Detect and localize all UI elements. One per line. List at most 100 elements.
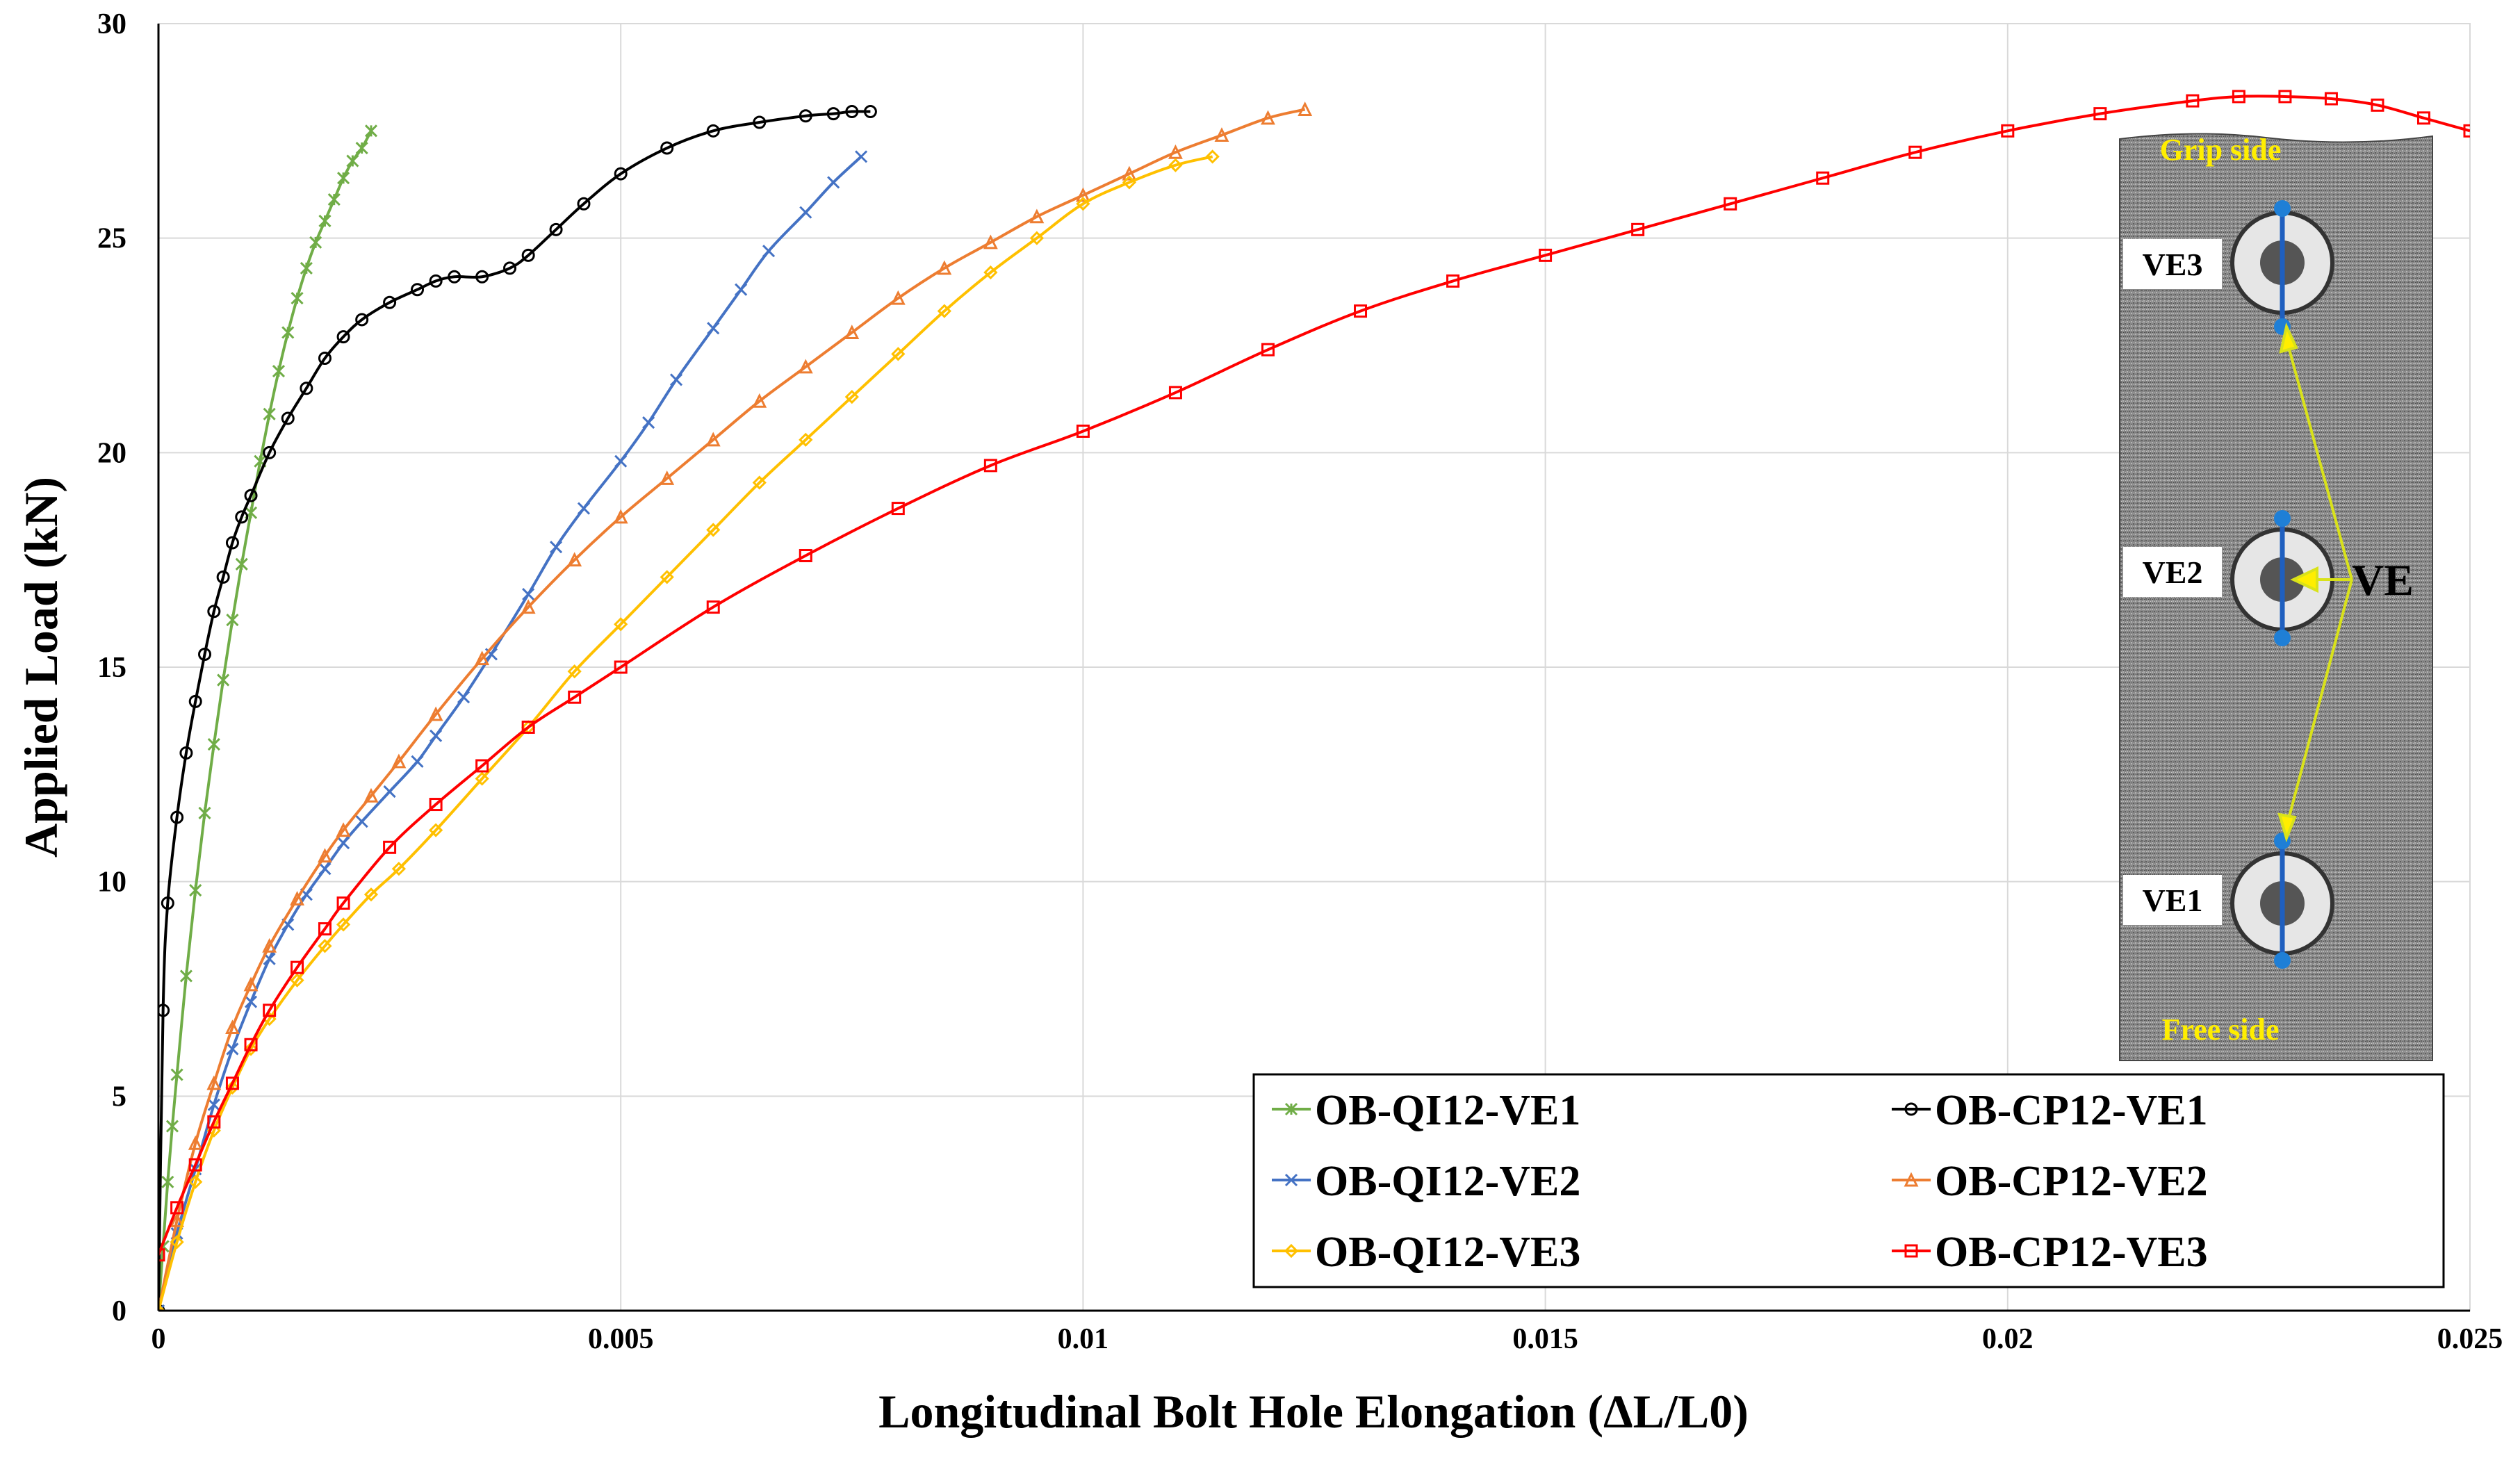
data-point xyxy=(863,105,877,119)
data-point xyxy=(225,1076,239,1090)
legend-marker xyxy=(1904,1244,1918,1258)
data-point xyxy=(1446,274,1460,288)
data-point xyxy=(642,416,655,429)
data-point xyxy=(1724,197,1737,211)
data-point xyxy=(448,270,461,284)
series-ob-qi12-ve1 xyxy=(158,124,378,1311)
data-point xyxy=(243,1042,259,1056)
data-point xyxy=(706,600,720,614)
data-point xyxy=(1298,101,1313,116)
data-point xyxy=(363,787,379,803)
data-point xyxy=(318,848,332,863)
data-point xyxy=(291,292,304,305)
data-point xyxy=(225,1080,240,1095)
legend-label: OB-QI12-VE2 xyxy=(1315,1158,1580,1205)
data-point xyxy=(567,552,582,567)
data-point xyxy=(198,647,212,661)
data-point xyxy=(429,798,443,812)
data-point xyxy=(844,325,860,339)
data-point xyxy=(429,274,443,288)
legend-item: OB-QI12-VE3 xyxy=(1272,1229,1580,1276)
data-point xyxy=(188,1174,203,1189)
data-point xyxy=(263,407,276,420)
data-point xyxy=(1205,149,1220,164)
data-point xyxy=(521,599,536,614)
data-point xyxy=(826,107,840,121)
data-point xyxy=(614,454,628,468)
inset-grip-label: Grip side xyxy=(2160,133,2282,167)
legend-box xyxy=(1252,1073,2445,1288)
data-point xyxy=(937,304,951,318)
data-point xyxy=(1122,175,1137,190)
y-tick-label: 15 xyxy=(97,652,126,684)
data-point xyxy=(753,115,767,129)
data-point xyxy=(198,806,211,819)
x-tick-label: 0.01 xyxy=(1058,1323,1109,1355)
data-point xyxy=(170,1213,185,1227)
data-point xyxy=(1214,127,1229,142)
data-point xyxy=(206,1075,222,1090)
y-tick-labels: 0 5 10 15 20 25 30 xyxy=(97,8,126,1327)
data-point xyxy=(1631,222,1645,236)
data-point xyxy=(2001,124,2015,138)
legend-item: OB-QI12-VE1 xyxy=(1272,1087,1580,1134)
data-point xyxy=(281,326,295,339)
data-point xyxy=(521,720,535,734)
data-point xyxy=(706,523,721,537)
data-point xyxy=(577,502,591,515)
data-point xyxy=(336,896,350,910)
data-point xyxy=(707,322,720,335)
data-point xyxy=(706,124,720,138)
data-point xyxy=(363,887,379,902)
legend-marker xyxy=(1904,1102,1918,1116)
legend-marker xyxy=(1284,1243,1299,1259)
series-ob-cp12-ve2 xyxy=(158,101,1313,1311)
data-point xyxy=(244,1038,258,1051)
data-point xyxy=(475,270,489,284)
data-point xyxy=(272,364,286,378)
data-point xyxy=(290,891,304,906)
data-point xyxy=(244,489,258,502)
data-point xyxy=(568,690,582,704)
legend-marker xyxy=(1284,1173,1298,1187)
data-point xyxy=(762,245,776,258)
data-point xyxy=(475,771,489,786)
data-point xyxy=(411,755,424,768)
y-tick-label: 5 xyxy=(112,1081,126,1113)
data-point xyxy=(1076,197,1090,211)
data-point xyxy=(281,411,295,425)
data-point xyxy=(2278,90,2292,104)
data-point xyxy=(161,1175,174,1188)
data-point xyxy=(355,815,368,828)
data-point xyxy=(327,193,341,206)
data-point xyxy=(937,260,952,275)
legend-label: OB-QI12-VE1 xyxy=(1315,1087,1580,1134)
data-point xyxy=(411,283,425,297)
inset-ve-label: VE xyxy=(2352,555,2414,605)
data-point xyxy=(263,445,277,459)
data-point xyxy=(391,862,407,876)
data-point xyxy=(614,660,628,674)
ve3-top-dot xyxy=(2274,200,2291,217)
series-ob-cp12-ve1 xyxy=(158,105,877,1311)
data-point xyxy=(207,1115,221,1129)
data-point xyxy=(226,614,239,627)
data-point xyxy=(845,105,859,119)
data-point xyxy=(614,617,628,632)
series-ob-cp12-ve3 xyxy=(158,90,2470,1262)
data-point xyxy=(170,1068,183,1081)
data-point xyxy=(522,587,535,601)
data-point xyxy=(355,141,368,155)
data-point xyxy=(235,510,249,524)
x-tick-labels: 0 0.005 0.01 0.015 0.02 0.025 xyxy=(152,1323,2503,1355)
data-point xyxy=(1075,187,1090,202)
data-point xyxy=(660,141,674,155)
x-tick-label: 0.015 xyxy=(1512,1323,1578,1355)
legend-label: OB-QI12-VE3 xyxy=(1315,1229,1580,1276)
data-point xyxy=(207,1098,220,1111)
bolt-label-ve3: VE3 xyxy=(2143,247,2203,282)
legend-item: OB-CP12-VE3 xyxy=(1892,1229,2208,1276)
data-point xyxy=(660,470,675,485)
y-tick-label: 30 xyxy=(97,8,126,40)
